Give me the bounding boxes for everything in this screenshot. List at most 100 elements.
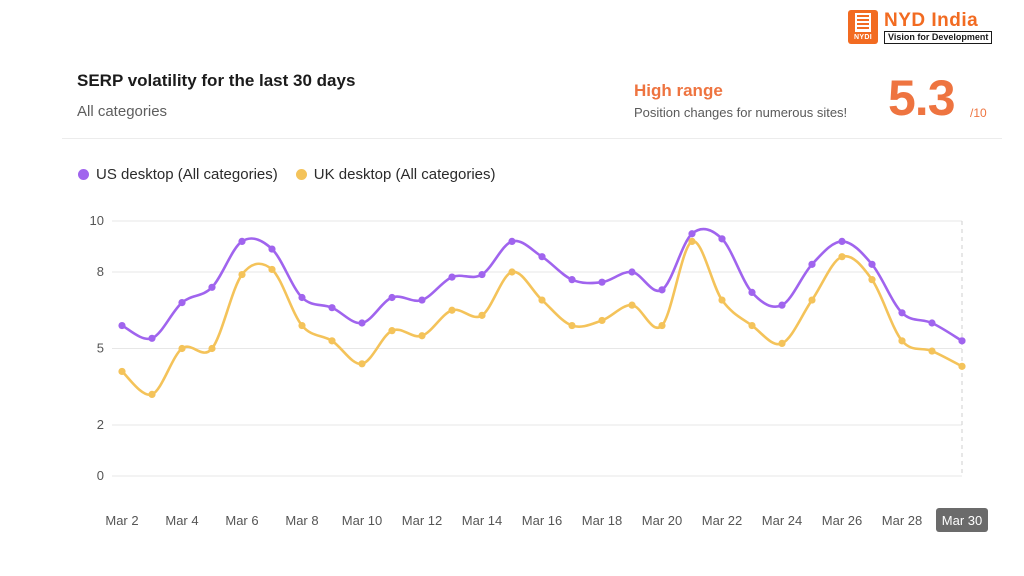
data-point-us <box>208 283 216 291</box>
data-point-uk <box>628 301 636 309</box>
data-point-uk <box>328 337 336 345</box>
data-point-us <box>538 253 546 261</box>
data-point-us <box>418 296 426 304</box>
y-tick-label: 8 <box>97 264 104 279</box>
data-point-uk <box>178 344 186 353</box>
x-tick-label: Mar 18 <box>582 513 622 528</box>
x-tick-label: Mar 22 <box>702 513 742 528</box>
building-icon <box>855 13 871 32</box>
x-tick-label-highlighted: Mar 30 <box>942 513 982 528</box>
logo-name: NYD India <box>884 9 979 31</box>
data-point-us <box>958 337 966 345</box>
legend-label-uk: UK desktop (All categories) <box>313 166 496 183</box>
data-point-uk <box>568 321 576 330</box>
highlighted-tick-bg <box>936 508 988 532</box>
series-line-us <box>120 227 964 343</box>
nyd-india-logo: NYDI NYD India Vision for Development <box>848 9 1010 45</box>
x-tick-label: Mar 6 <box>225 513 258 528</box>
data-point-us <box>508 237 516 245</box>
data-point-us <box>778 301 786 309</box>
data-point-uk <box>388 327 396 335</box>
data-point-uk <box>238 270 246 279</box>
data-point-uk <box>448 306 456 314</box>
legend-item-us[interactable]: US desktop (All categories) <box>78 166 278 183</box>
data-point-uk <box>268 265 276 274</box>
data-point-uk <box>298 321 306 330</box>
data-point-us <box>268 245 276 253</box>
data-point-uk <box>778 339 786 347</box>
data-point-uk <box>868 276 876 284</box>
series-line-uk <box>120 240 964 396</box>
data-point-us <box>478 270 486 279</box>
legend-item-uk[interactable]: UK desktop (All categories) <box>295 166 496 183</box>
data-point-uk <box>598 316 606 325</box>
data-point-uk <box>688 237 696 245</box>
x-tick-label: Mar 10 <box>342 513 382 528</box>
y-tick-label: 5 <box>97 341 104 356</box>
data-point-uk <box>358 360 366 368</box>
data-point-us <box>628 268 636 276</box>
data-point-uk <box>808 296 816 304</box>
data-point-uk <box>658 321 666 330</box>
x-tick-label: Mar 14 <box>462 513 502 528</box>
x-tick-label: Mar 24 <box>762 513 802 528</box>
chart-subtitle: All categories <box>77 103 168 120</box>
data-point-us <box>568 276 576 284</box>
data-point-us <box>718 235 726 243</box>
data-point-us <box>898 309 906 317</box>
data-point-us <box>598 278 606 286</box>
y-tick-label: 2 <box>97 417 104 432</box>
logo-badge-text: NYDI <box>854 34 872 41</box>
data-point-us <box>868 260 876 268</box>
data-point-us <box>448 273 456 281</box>
data-point-uk <box>208 344 216 353</box>
data-point-uk <box>538 296 546 304</box>
y-tick-label: 0 <box>97 468 104 483</box>
x-tick-label: Mar 20 <box>642 513 682 528</box>
data-point-uk <box>958 362 966 370</box>
x-tick-label: Mar 26 <box>822 513 862 528</box>
data-point-uk <box>418 332 426 340</box>
data-point-us <box>238 237 246 245</box>
volatility-score: 5.3 <box>888 70 956 126</box>
header-divider <box>62 138 1002 139</box>
x-tick-label: Mar 4 <box>165 513 198 528</box>
range-label: High range <box>634 81 723 100</box>
data-point-uk <box>478 311 486 319</box>
data-point-uk <box>748 321 756 330</box>
data-point-us <box>358 319 366 327</box>
data-point-us <box>748 288 756 296</box>
legend-label-us: US desktop (All categories) <box>96 166 278 183</box>
x-tick-label: Mar 2 <box>105 513 138 528</box>
data-point-us <box>808 260 816 268</box>
legend-swatch-us <box>78 169 89 180</box>
data-point-us <box>178 299 186 307</box>
data-point-us <box>658 286 666 294</box>
data-point-uk <box>118 367 126 376</box>
data-point-us <box>118 321 126 330</box>
data-point-uk <box>898 337 906 345</box>
data-point-us <box>298 293 306 302</box>
x-tick-label: Mar 16 <box>522 513 562 528</box>
logo-badge: NYDI <box>848 10 878 44</box>
data-point-us <box>328 304 336 312</box>
legend-swatch-uk <box>295 169 307 180</box>
data-point-uk <box>928 347 936 355</box>
data-point-uk <box>838 253 846 261</box>
data-point-us <box>838 237 846 245</box>
logo-tagline: Vision for Development <box>884 30 993 44</box>
range-description: Position changes for numerous sites! <box>634 105 848 120</box>
data-point-us <box>928 319 936 327</box>
data-point-us <box>148 334 156 342</box>
data-point-us <box>388 293 396 302</box>
data-point-uk <box>148 390 156 398</box>
score-max: /10 <box>970 106 987 120</box>
chart-title: SERP volatility for the last 30 days <box>77 71 356 90</box>
x-tick-label: Mar 8 <box>285 513 318 528</box>
x-tick-label: Mar 12 <box>402 513 442 528</box>
data-point-us <box>688 230 696 238</box>
data-point-uk <box>718 296 726 304</box>
chart-legend: US desktop (All categories) UK desktop (… <box>78 166 514 183</box>
x-tick-label: Mar 28 <box>882 513 922 528</box>
